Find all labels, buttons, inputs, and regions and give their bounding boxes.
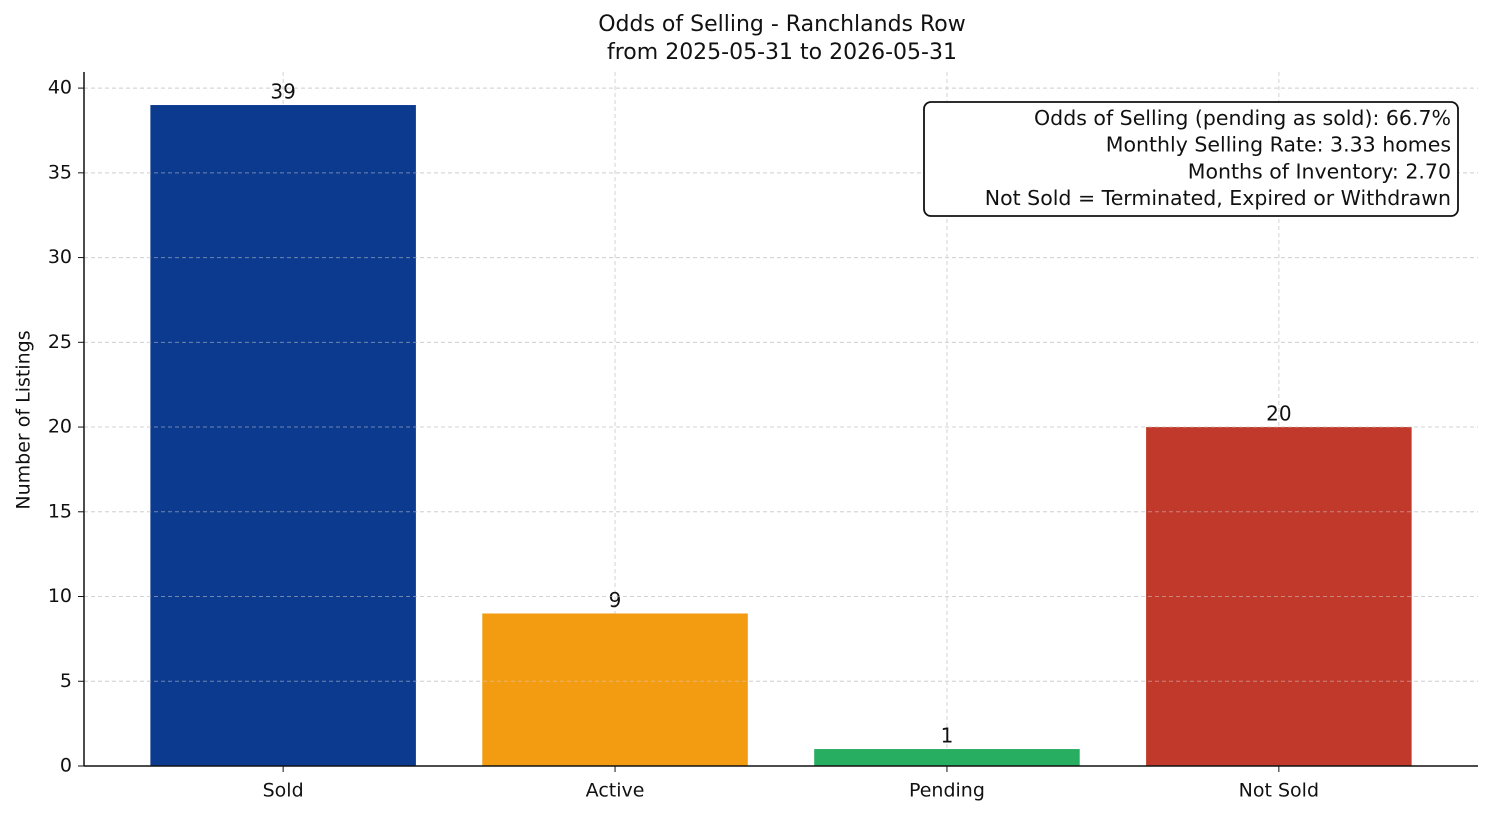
annotation-line: Not Sold = Terminated, Expired or Withdr… [985, 186, 1451, 210]
y-tick-label: 0 [60, 755, 72, 777]
data-label: 9 [609, 588, 622, 612]
data-label: 1 [941, 724, 954, 748]
y-tick-label: 10 [48, 585, 72, 607]
x-tick-label: Active [586, 780, 645, 802]
annotation-line: Odds of Selling (pending as sold): 66.7% [1034, 106, 1451, 130]
data-label: 20 [1266, 402, 1291, 426]
annotation-line: Monthly Selling Rate: 3.33 homes [1106, 133, 1451, 157]
data-label: 39 [270, 80, 295, 104]
x-tick-label: Not Sold [1239, 780, 1319, 802]
bar [814, 749, 1080, 766]
annotation-box [923, 101, 1459, 217]
y-tick-label: 35 [48, 161, 72, 183]
bar [150, 105, 416, 767]
x-tick-label: Sold [263, 780, 304, 802]
annotation-line: Months of Inventory: 2.70 [1188, 159, 1451, 183]
chart-subtitle: from 2025-05-31 to 2026-05-31 [607, 40, 957, 65]
y-tick-label: 30 [48, 246, 72, 268]
y-tick-label: 20 [48, 416, 72, 438]
bar [482, 613, 748, 766]
x-tick-label: Pending [909, 780, 985, 802]
y-axis-label: Number of Listings [13, 330, 35, 509]
y-tick-label: 5 [60, 670, 72, 692]
y-tick-label: 40 [48, 77, 72, 99]
chart-title: Odds of Selling - Ranchlands Row [598, 12, 966, 37]
y-tick-label: 15 [48, 500, 72, 522]
y-tick-label: 25 [48, 331, 72, 353]
